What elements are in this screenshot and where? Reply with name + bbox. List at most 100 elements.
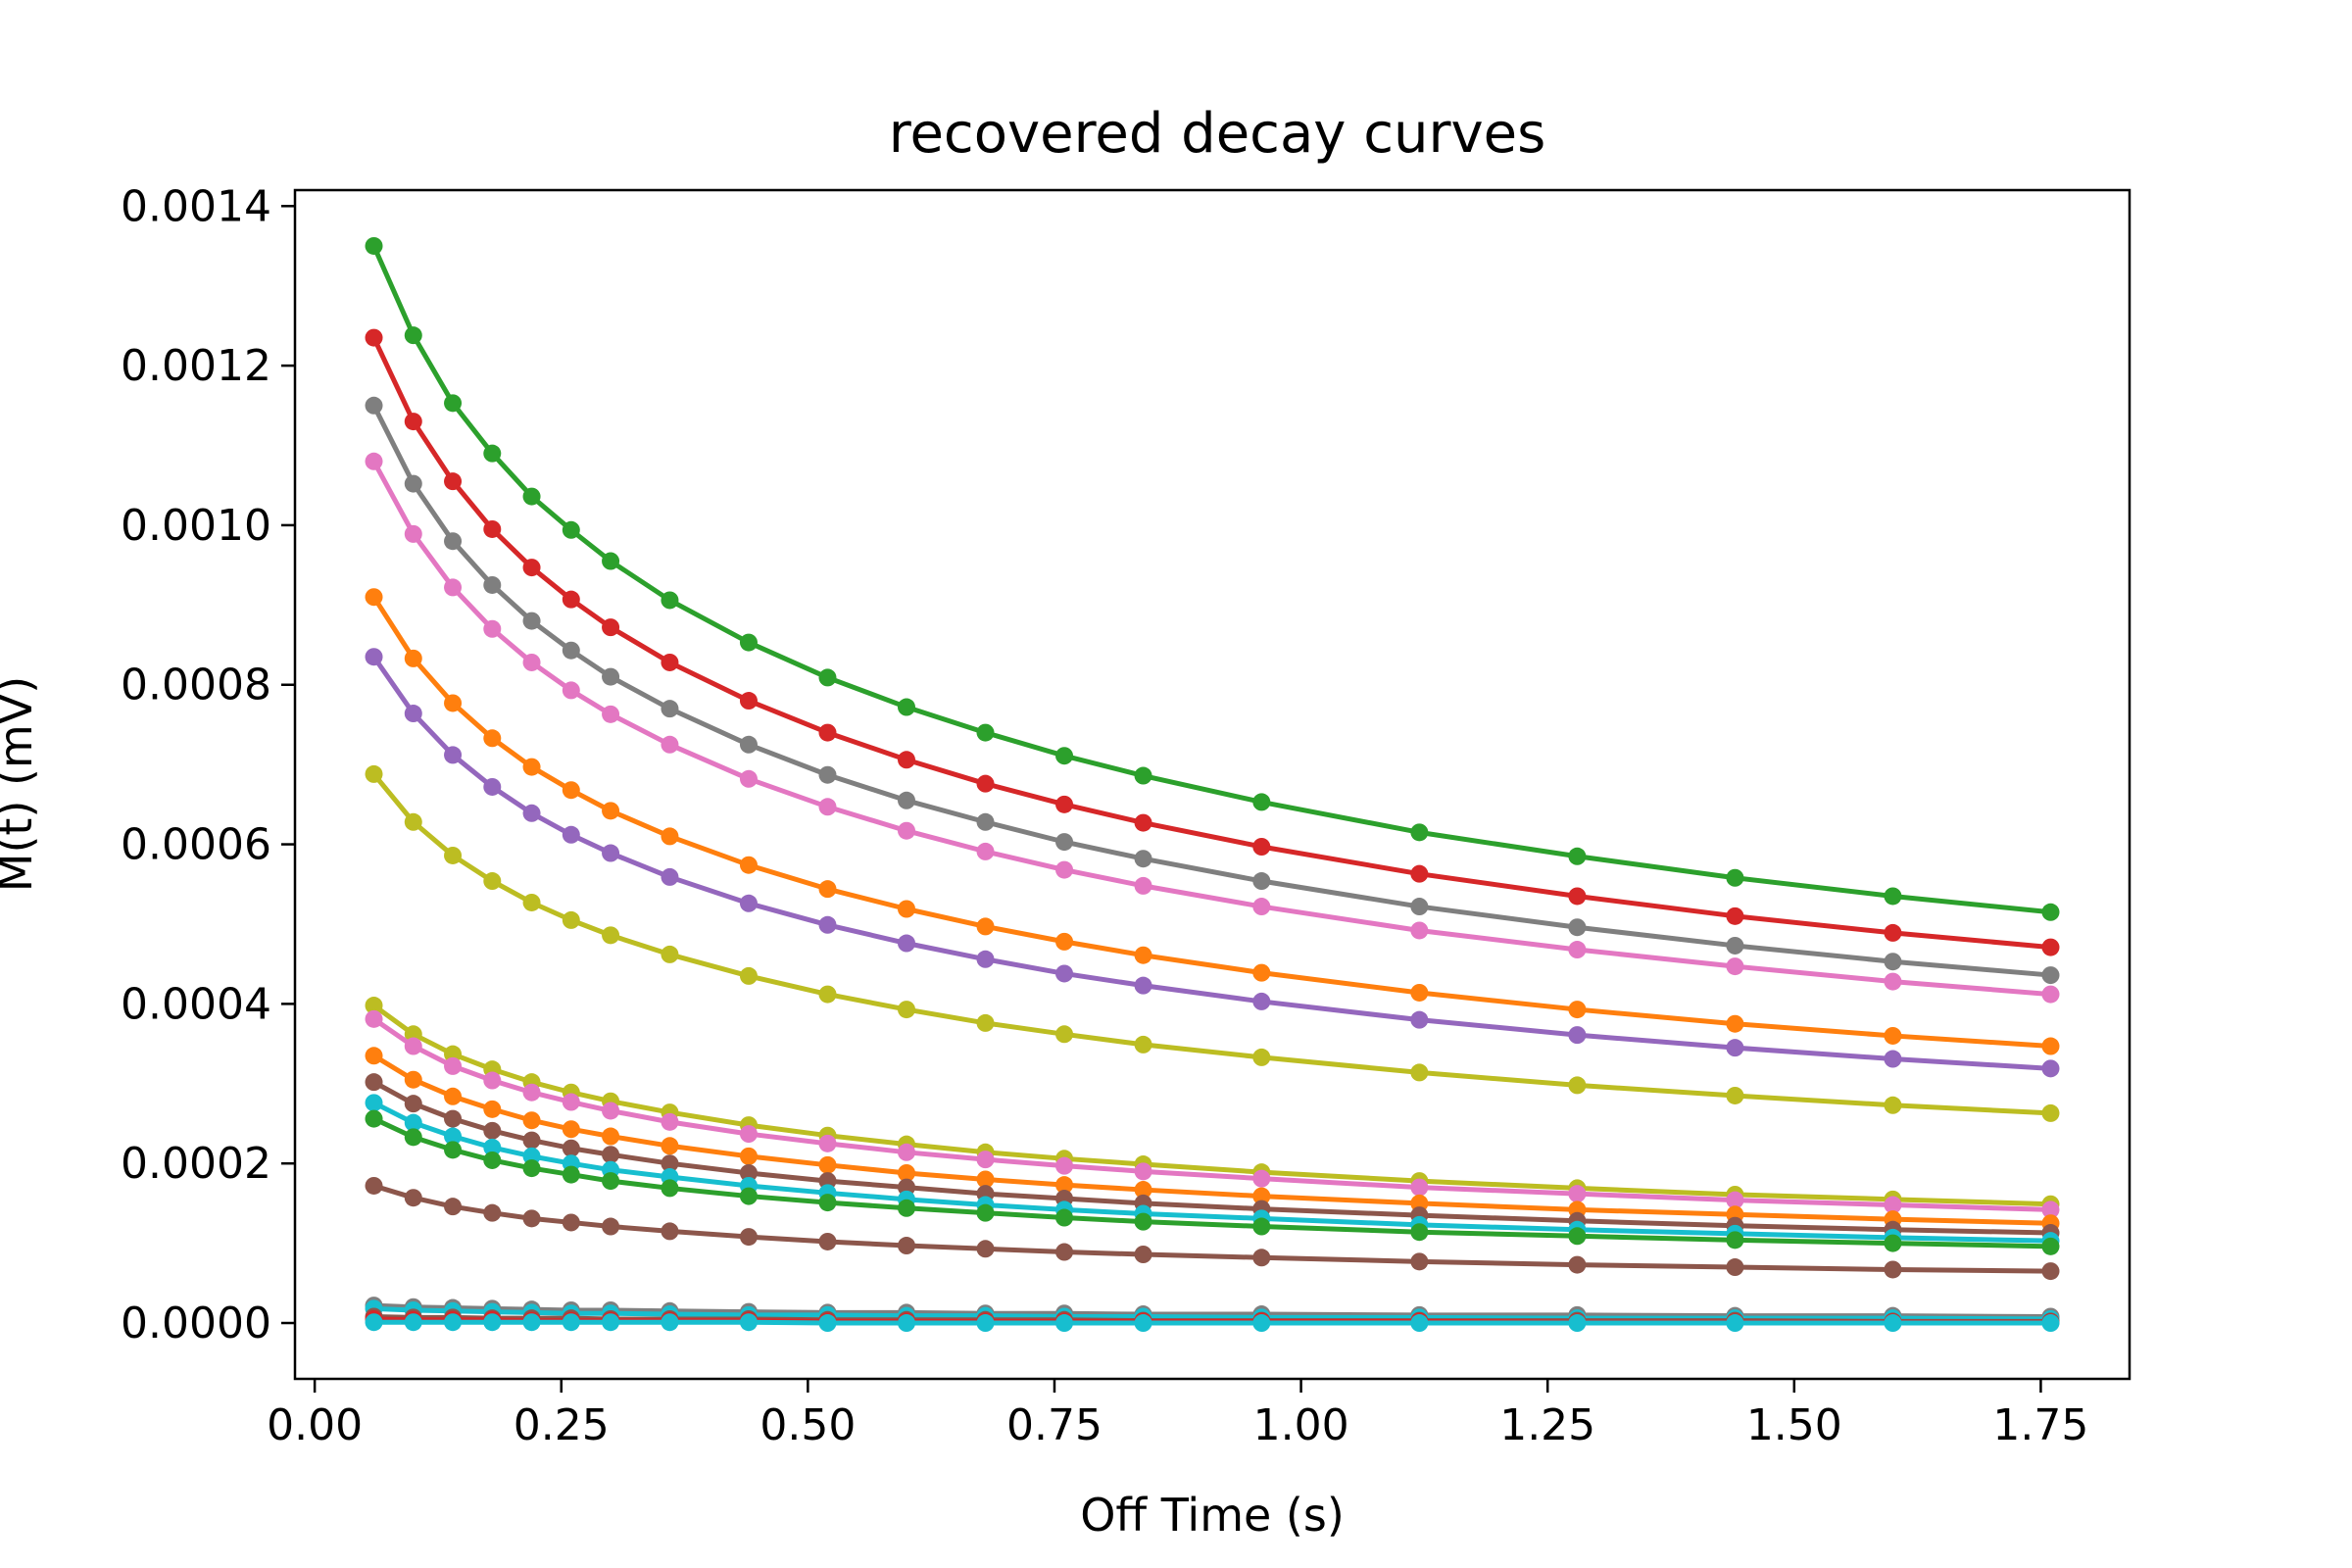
- data-point: [739, 894, 758, 912]
- series-9: [365, 1009, 2060, 1219]
- data-point: [1134, 813, 1152, 832]
- data-point: [1055, 964, 1074, 983]
- data-point: [739, 692, 758, 710]
- data-point: [898, 1199, 915, 1217]
- data-point: [483, 1071, 502, 1090]
- data-point: [661, 1137, 679, 1155]
- data-point: [444, 1141, 463, 1159]
- data-point: [1252, 872, 1271, 891]
- data-point: [483, 1100, 502, 1118]
- data-point: [1726, 1231, 1744, 1250]
- y-tick-label: 0.0010: [121, 501, 271, 551]
- data-point: [1568, 1001, 1587, 1019]
- data-point: [365, 1109, 383, 1128]
- data-point: [976, 1170, 995, 1189]
- data-point: [2041, 903, 2060, 921]
- y-axis: 0.0000 0.0002 0.0004 0.0006 0.0008 0.0010 0.00…: [121, 181, 295, 1348]
- data-point: [404, 1128, 422, 1147]
- data-point: [522, 804, 541, 822]
- data-point: [365, 452, 383, 470]
- x-tick-label: 1.50: [1746, 1400, 1842, 1450]
- data-point: [404, 524, 422, 543]
- data-point: [365, 328, 383, 347]
- data-point: [602, 926, 620, 945]
- data-point: [818, 880, 837, 899]
- data-point: [898, 1001, 915, 1019]
- series-2: [365, 328, 2060, 956]
- series-line: [373, 1319, 2051, 1326]
- data-point: [1055, 1243, 1074, 1261]
- data-point: [365, 1313, 383, 1332]
- data-point: [976, 842, 995, 860]
- data-point: [2041, 1103, 2060, 1122]
- data-point: [976, 812, 995, 831]
- data-point: [602, 1172, 620, 1191]
- data-point: [898, 1314, 915, 1333]
- data-point: [2041, 1314, 2060, 1333]
- data-point: [1055, 1314, 1074, 1333]
- data-point: [1884, 953, 1902, 971]
- data-point: [562, 910, 580, 929]
- series-7: [365, 764, 2060, 1122]
- data-point: [602, 1127, 620, 1146]
- series-line: [371, 404, 2051, 978]
- series-4: [365, 452, 2060, 1004]
- data-point: [444, 1127, 463, 1146]
- data-point: [365, 997, 383, 1015]
- data-point: [404, 1189, 422, 1207]
- data-point: [365, 396, 383, 415]
- data-point: [562, 1139, 580, 1157]
- data-point: [404, 474, 422, 493]
- data-point: [522, 893, 541, 911]
- data-point: [1134, 946, 1152, 964]
- data-point: [1134, 876, 1152, 895]
- data-point: [1884, 1096, 1902, 1114]
- data-point: [1726, 906, 1744, 925]
- data-point: [602, 844, 620, 862]
- data-point: [2041, 985, 2060, 1004]
- data-point: [1134, 766, 1152, 785]
- data-point: [404, 812, 422, 831]
- data-point: [1410, 1178, 1429, 1197]
- data-point: [444, 694, 463, 712]
- x-axis: 0.00 0.25 0.50 0.75 1.00 1.25 1.50 1.75: [267, 1379, 2088, 1450]
- data-point: [818, 915, 837, 934]
- data-point: [1884, 1050, 1902, 1068]
- data-point: [739, 856, 758, 874]
- data-point: [1884, 972, 1902, 991]
- data-point: [483, 1203, 502, 1222]
- data-point: [365, 236, 383, 255]
- data-point: [1252, 1217, 1271, 1236]
- data-point: [1410, 823, 1429, 842]
- data-point: [2041, 1262, 2060, 1281]
- data-point: [1134, 1035, 1152, 1054]
- data-point: [1568, 1255, 1587, 1274]
- data-point: [1252, 992, 1271, 1010]
- chart-title: recovered decay curves: [889, 102, 1546, 166]
- data-point: [1726, 1039, 1744, 1057]
- data-point: [522, 1209, 541, 1228]
- data-point: [818, 1232, 837, 1250]
- series-line: [371, 244, 2051, 915]
- data-point: [739, 1125, 758, 1144]
- data-point: [1726, 868, 1744, 887]
- data-point: [483, 519, 502, 538]
- y-tick-label: 0.0004: [121, 979, 271, 1029]
- data-point: [483, 444, 502, 463]
- data-point: [661, 1112, 679, 1131]
- data-point: [898, 791, 915, 809]
- data-point: [602, 552, 620, 570]
- data-point: [1134, 976, 1152, 995]
- data-point: [661, 1154, 679, 1173]
- x-axis-label: Off Time (s): [1080, 1489, 1345, 1542]
- series-19: [365, 1313, 2060, 1333]
- data-point: [562, 1165, 580, 1184]
- data-point: [562, 825, 580, 844]
- data-point: [483, 729, 502, 748]
- data-point: [1410, 864, 1429, 883]
- series-1: [365, 236, 2060, 921]
- data-point: [1252, 1187, 1271, 1205]
- data-point: [976, 774, 995, 793]
- data-point: [1568, 1026, 1587, 1045]
- data-point: [483, 1151, 502, 1169]
